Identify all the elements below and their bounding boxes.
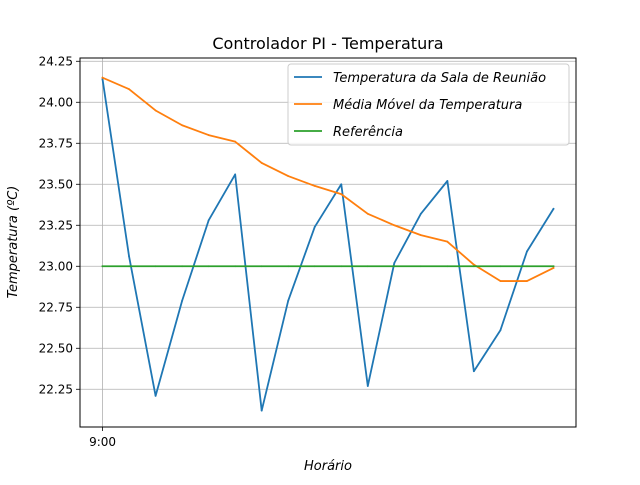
data-point-media-movel [472,263,475,266]
data-point-temperatura-sala [446,180,449,182]
data-point-media-movel [260,162,263,164]
data-point-temperatura-sala [260,409,263,412]
data-point-media-movel [101,76,104,79]
data-point-media-movel [181,124,184,127]
data-point-temperatura-sala [181,299,184,302]
data-point-referencia [313,265,316,268]
data-point-referencia [128,265,130,268]
data-point-media-movel [128,88,130,91]
data-point-referencia [101,265,104,268]
data-point-referencia [446,265,449,268]
data-point-temperatura-sala [101,78,104,81]
data-point-media-movel [234,140,237,143]
data-point-media-movel [366,212,369,215]
data-point-media-movel [526,280,528,282]
data-point-media-movel [287,175,290,177]
data-point-temperatura-sala [419,212,422,215]
data-point-media-movel [499,280,502,282]
chart-title: Controlador PI - Temperatura [212,34,443,53]
data-point-temperatura-sala [526,250,528,253]
data-point-temperatura-sala [207,219,210,222]
data-point-referencia [419,265,422,268]
data-point-media-movel [393,224,396,227]
data-point-referencia [393,265,396,268]
data-point-media-movel [340,193,343,196]
data-point-media-movel [552,267,555,269]
data-point-referencia [207,265,210,268]
data-point-referencia [234,265,237,268]
ticks: 22.25 22.50 22.75 23.00 23.25 23.50 23.75 24.00… [39,54,116,449]
y-tick-label: 24.25 [39,54,73,68]
legend-box [287,63,570,146]
data-point-referencia [366,265,369,268]
data-point-temperatura-sala [234,173,237,176]
data-point-media-movel [446,240,449,243]
legend: Temperatura da Sala de Reunião Média Móv… [287,63,570,146]
data-point-temperatura-sala [472,370,475,373]
data-point-media-movel [154,109,157,112]
data-point-temperatura-sala [499,329,502,332]
data-point-temperatura-sala [552,207,555,210]
data-point-temperatura-sala [313,226,316,228]
data-point-referencia [472,265,475,268]
series-line-temperatura-sala [101,78,555,412]
data-point-referencia [181,265,184,268]
y-tick-label: 23.50 [39,177,73,191]
data-point-referencia [552,265,555,268]
legend-label-temperatura-sala: Temperatura da Sala de Reunião [333,71,546,86]
y-tick-label: 23.25 [39,218,73,232]
data-point-media-movel [419,234,422,237]
data-point-temperatura-sala [366,385,369,387]
data-point-referencia [287,265,290,268]
y-tick-label: 22.25 [39,382,73,396]
x-tick-label: 9:00 [89,435,116,449]
data-point-referencia [526,265,528,268]
y-tick-label: 23.00 [39,259,73,273]
legend-label-referencia: Referência [333,125,403,140]
y-tick-label: 22.50 [39,341,73,355]
series-lines [101,76,555,412]
data-point-temperatura-sala [154,394,157,397]
data-point-referencia [154,265,157,268]
axes-frame [79,57,577,428]
y-axis-label: Temperatura (ºC) [6,186,21,299]
data-point-temperatura-sala [287,299,290,302]
data-point-media-movel [207,134,210,136]
data-point-referencia [340,265,343,268]
data-point-media-movel [313,185,316,187]
data-point-temperatura-sala [393,262,396,264]
y-tick-label: 24.00 [39,95,73,109]
data-point-temperatura-sala [340,183,343,186]
y-tick-label: 22.75 [39,300,73,314]
series-line-media-movel [101,76,555,282]
legend-label-media-movel: Média Móvel da Temperatura [333,98,522,113]
x-axis-label: Horário [304,459,352,474]
data-point-referencia [499,265,502,268]
data-point-referencia [260,265,263,268]
data-point-temperatura-sala [128,255,130,258]
y-tick-label: 23.75 [39,136,73,150]
